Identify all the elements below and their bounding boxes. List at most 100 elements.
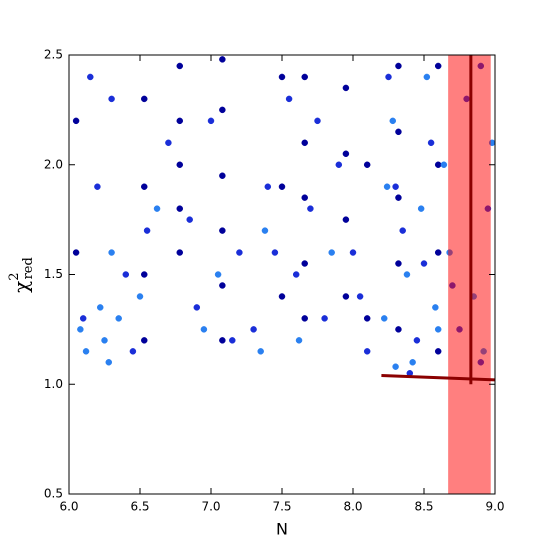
point <box>105 359 113 366</box>
x-tick-label: 7.5 <box>272 500 291 514</box>
point <box>261 227 269 234</box>
point <box>278 183 286 190</box>
point <box>72 117 80 125</box>
x-tick-label: 6.0 <box>59 500 78 514</box>
point <box>432 304 439 311</box>
point <box>96 304 104 311</box>
point <box>363 315 371 322</box>
point <box>153 205 161 212</box>
point <box>219 106 226 114</box>
point <box>301 73 308 81</box>
y-label-sup: 2 <box>7 272 22 280</box>
point <box>129 348 137 355</box>
point <box>278 73 286 81</box>
point <box>399 227 406 234</box>
point <box>271 249 279 256</box>
point <box>141 183 148 190</box>
y-label-base: χ <box>9 281 33 293</box>
point <box>395 128 402 136</box>
point <box>193 304 201 311</box>
point <box>314 117 321 125</box>
point <box>136 293 144 300</box>
point <box>301 315 308 322</box>
plot-frame <box>68 54 496 495</box>
y-tick-label: 2.5 <box>44 48 63 62</box>
point <box>395 62 402 70</box>
point <box>389 117 397 125</box>
point <box>342 293 350 300</box>
point <box>77 326 84 333</box>
point <box>219 282 226 289</box>
point <box>82 348 90 355</box>
point <box>219 172 226 179</box>
point <box>141 337 148 344</box>
point <box>423 73 431 81</box>
point <box>79 315 87 322</box>
point <box>122 271 130 278</box>
point <box>141 271 148 278</box>
point <box>292 271 300 278</box>
point <box>356 293 364 300</box>
point <box>392 363 399 370</box>
point <box>342 150 350 158</box>
point <box>285 95 293 103</box>
point <box>363 348 371 355</box>
y-tick-label: 2.0 <box>44 157 63 171</box>
point <box>395 260 402 267</box>
point <box>94 183 101 190</box>
point <box>395 194 402 201</box>
point <box>176 205 184 212</box>
point <box>264 183 272 190</box>
x-tick-label: 7.0 <box>201 500 220 514</box>
point <box>395 326 402 333</box>
point <box>108 249 115 256</box>
point <box>101 337 108 344</box>
point <box>165 139 172 147</box>
point <box>417 205 425 212</box>
point <box>434 348 442 355</box>
point <box>413 337 421 344</box>
point <box>229 337 236 344</box>
point <box>207 117 215 125</box>
point <box>115 315 122 322</box>
point <box>141 95 148 103</box>
point <box>403 271 411 278</box>
point <box>321 315 328 322</box>
point <box>342 216 350 223</box>
point <box>383 183 391 190</box>
x-tick-label: 8.0 <box>343 500 362 514</box>
point <box>219 56 226 63</box>
point <box>219 227 226 234</box>
point <box>236 249 243 256</box>
point <box>72 249 80 256</box>
point <box>295 337 303 344</box>
y-tick-label: 0.5 <box>44 487 63 501</box>
point <box>409 359 416 366</box>
point <box>434 249 442 256</box>
point <box>250 326 257 333</box>
line <box>381 373 496 382</box>
point <box>380 315 388 322</box>
point <box>420 260 428 267</box>
point <box>349 249 357 256</box>
y-label-sub: red <box>21 257 36 279</box>
point <box>440 161 448 168</box>
point <box>335 161 343 168</box>
point <box>434 62 442 70</box>
x-axis-label: N <box>276 520 288 539</box>
point <box>219 337 226 344</box>
point <box>328 249 335 256</box>
point <box>176 62 184 70</box>
point <box>342 84 350 92</box>
y-axis-label: χ2red <box>7 257 36 293</box>
point <box>301 194 308 201</box>
point <box>176 117 184 125</box>
x-tick-label: 8.5 <box>414 500 433 514</box>
point <box>176 249 184 256</box>
point <box>108 95 115 103</box>
point <box>307 205 314 212</box>
y-tick-label: 1.5 <box>44 267 63 281</box>
y-tick-label: 1.0 <box>44 377 63 391</box>
point <box>392 183 399 190</box>
point <box>186 216 193 223</box>
